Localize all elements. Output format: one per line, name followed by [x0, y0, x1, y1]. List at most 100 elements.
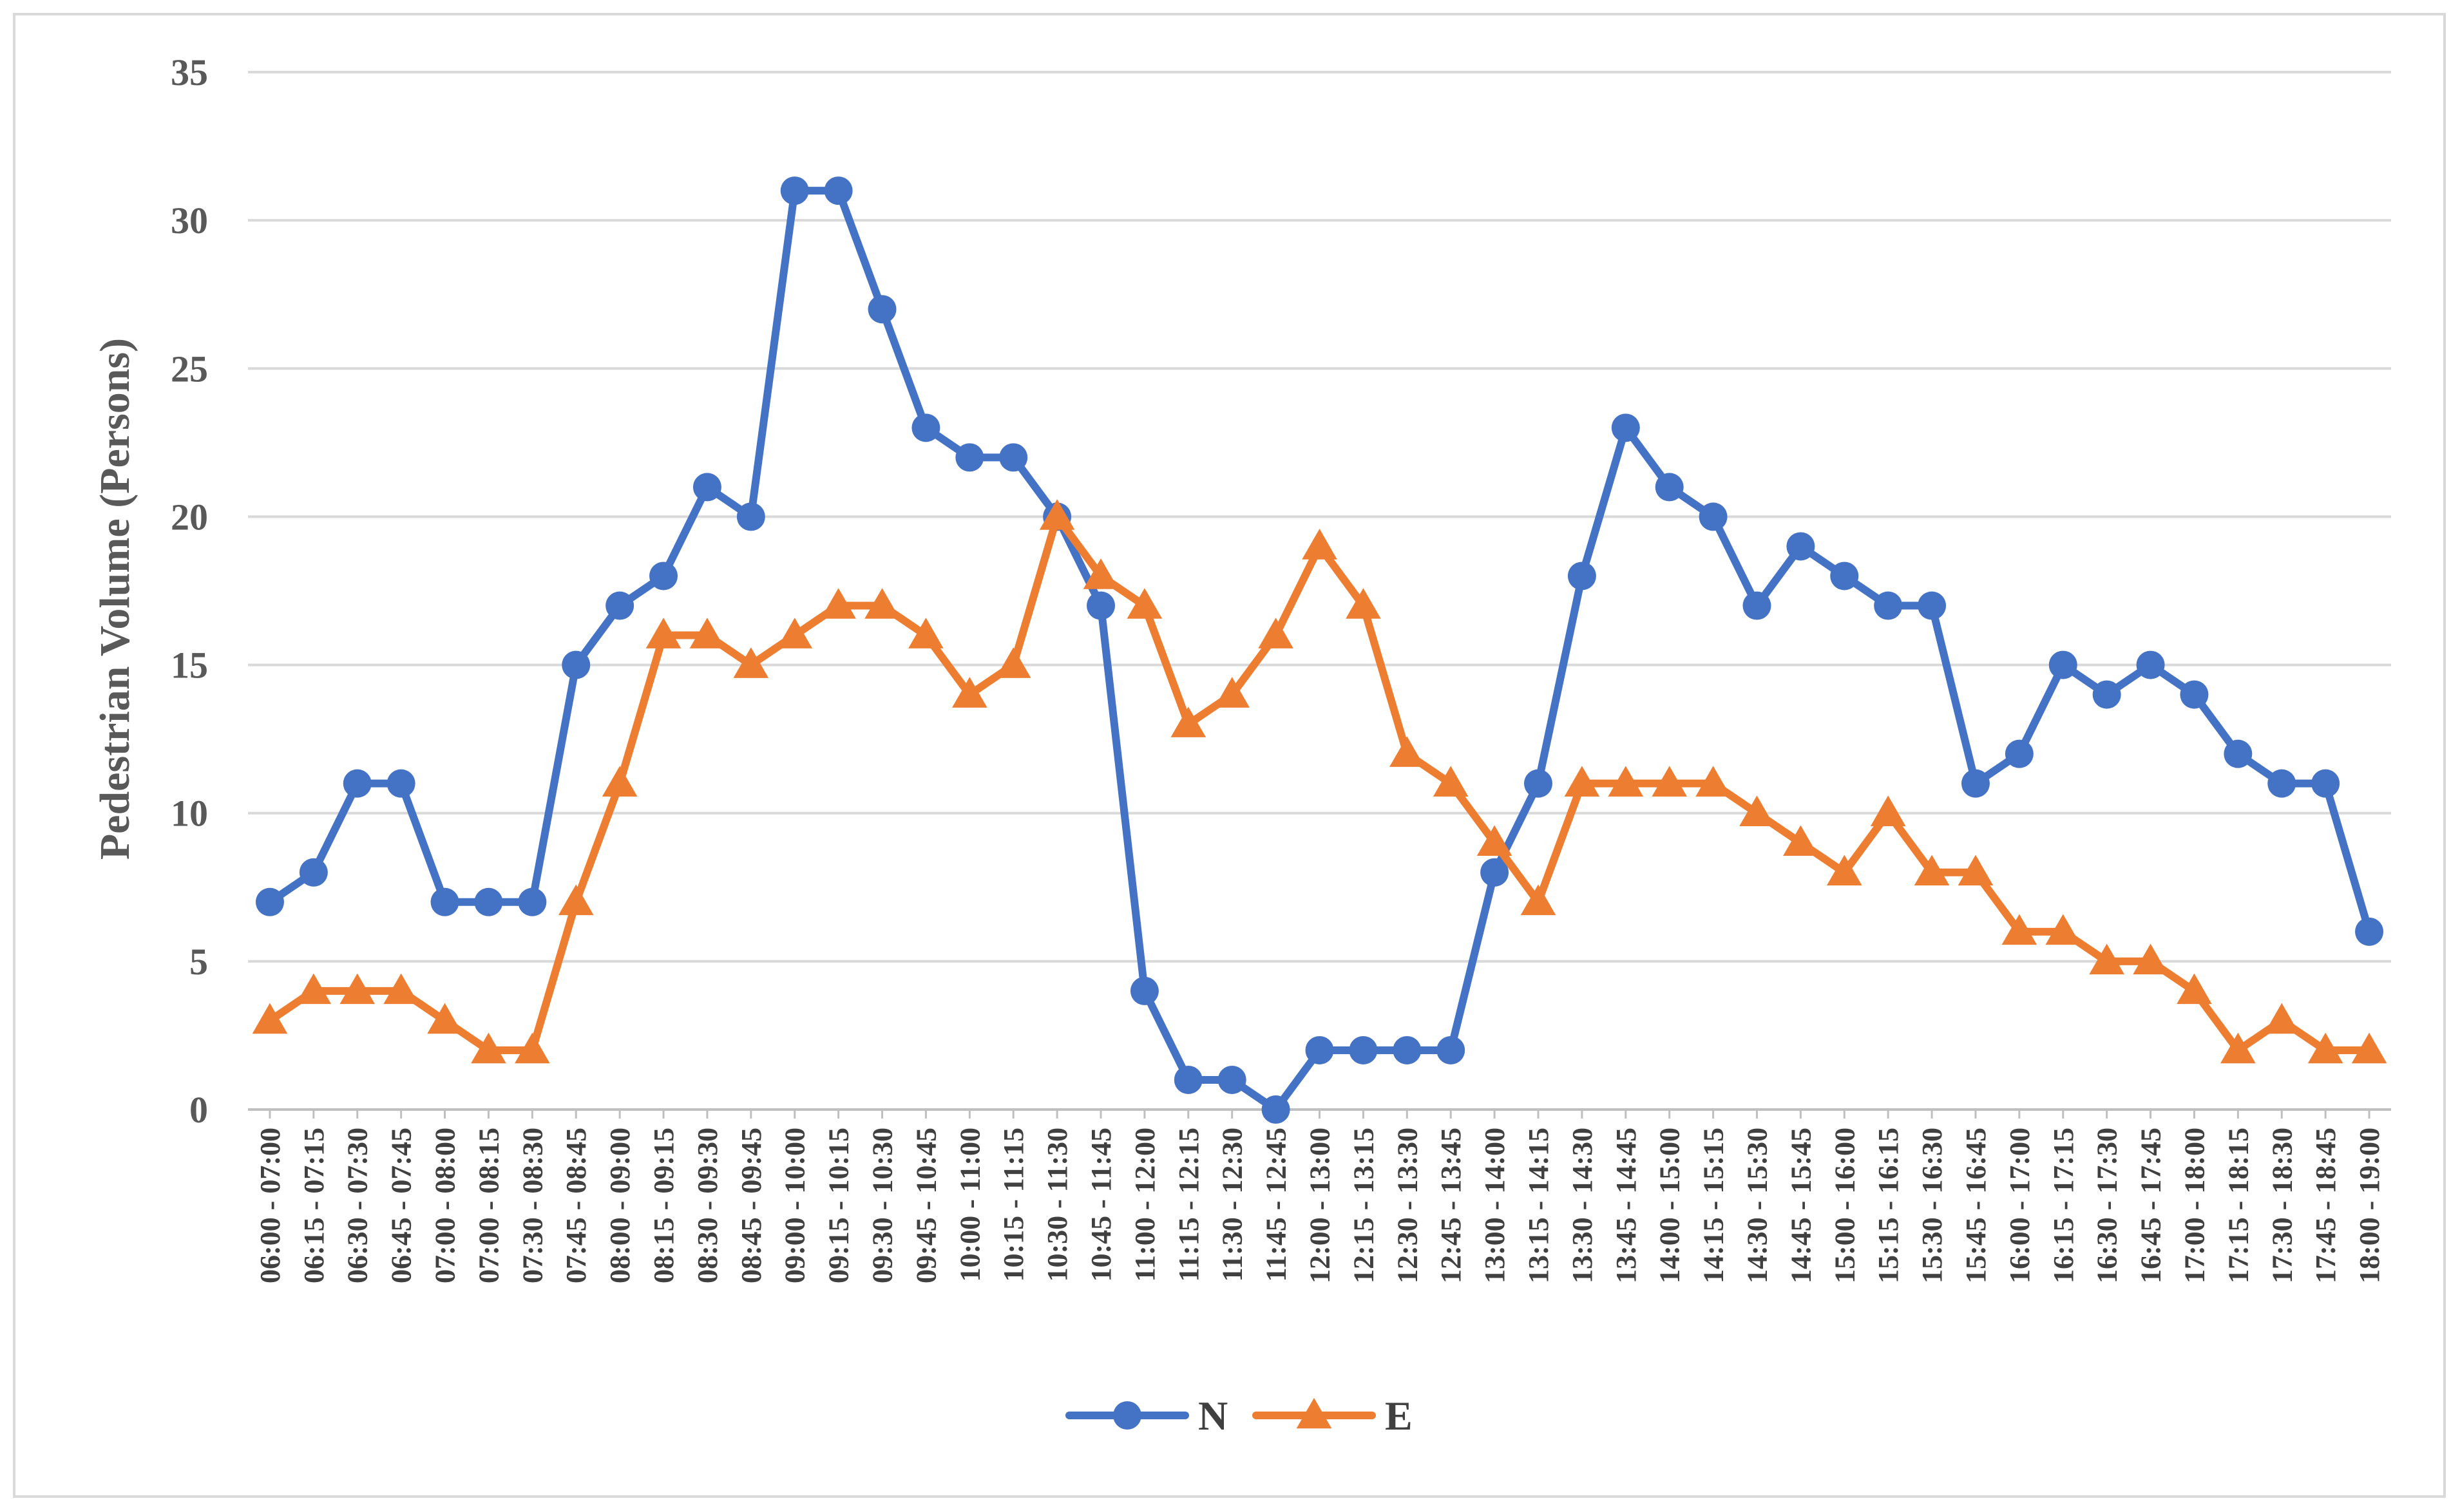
data-point-n [2136, 650, 2165, 679]
x-tick-label: 12:45 - 13:45 [1435, 1128, 1467, 1283]
data-point-n [1480, 858, 1509, 887]
x-tick-label: 09:45 - 10:45 [910, 1128, 942, 1283]
data-point-e [2001, 914, 2037, 945]
x-tick-label: 09:00 - 10:00 [779, 1128, 811, 1283]
data-point-n [1305, 1035, 1334, 1064]
data-point-n [518, 887, 547, 916]
data-point-e [515, 1032, 550, 1064]
data-point-e [1564, 766, 1600, 797]
data-point-n [343, 769, 372, 798]
data-point-n [692, 473, 721, 502]
y-tick-label: 35 [171, 52, 208, 93]
data-point-n [430, 887, 459, 916]
x-tick-label: 16:15 - 17:15 [2048, 1128, 2079, 1283]
y-tick-label: 0 [189, 1089, 208, 1131]
legend-swatch-marker [1296, 1397, 1332, 1429]
data-point-e [296, 973, 332, 1005]
data-point-e [1695, 766, 1731, 797]
x-tick-label: 09:30 - 10:30 [867, 1128, 899, 1283]
x-tick-label: 15:00 - 16:00 [1829, 1128, 1860, 1283]
x-tick-label: 06:30 - 07:30 [342, 1128, 374, 1283]
data-point-e [1346, 588, 1381, 619]
data-point-n [1130, 976, 1159, 1005]
data-point-n [2311, 769, 2340, 798]
x-tick-label: 10:45 - 11:45 [1085, 1128, 1117, 1282]
x-tick-label: 06:15 - 07:15 [298, 1128, 330, 1283]
legend-item-e: E [1252, 1393, 1413, 1439]
x-tick-label: 13:00 - 14:00 [1479, 1128, 1511, 1283]
data-point-n [1523, 769, 1552, 798]
series-n [255, 176, 2384, 1124]
data-point-n [1436, 1035, 1465, 1064]
data-point-e [1739, 795, 1775, 826]
x-tick-label: 06:45 - 07:45 [386, 1128, 417, 1283]
legend-swatch-marker [1113, 1401, 1141, 1430]
data-point-n [299, 858, 328, 887]
series-lines [252, 176, 2387, 1124]
data-point-e [1127, 588, 1163, 619]
data-point-n [1918, 591, 1947, 620]
data-point-n [649, 562, 678, 591]
data-point-n [2355, 917, 2384, 946]
legend-label: N [1198, 1393, 1228, 1439]
x-tick-label: 12:00 - 13:00 [1304, 1128, 1336, 1283]
data-point-e [602, 766, 638, 797]
data-point-e [2220, 1032, 2256, 1064]
data-point-e [864, 588, 900, 619]
data-point-n [2180, 680, 2209, 709]
y-tick-label: 30 [171, 200, 208, 241]
y-tick-label: 25 [171, 348, 208, 390]
x-tick-label: 13:45 - 14:45 [1610, 1128, 1642, 1283]
data-point-n [2267, 769, 2296, 798]
data-point-e [1826, 855, 1862, 886]
data-point-e [733, 647, 769, 678]
x-tick-label: 09:15 - 10:15 [823, 1128, 855, 1283]
y-tick-label: 15 [171, 645, 208, 686]
data-point-n [1611, 413, 1640, 442]
legend-label: E [1385, 1393, 1413, 1439]
data-point-e [339, 973, 376, 1005]
data-point-e [1783, 825, 1818, 856]
data-point-e [2351, 1032, 2387, 1064]
x-tick-label: 11:15 - 12:15 [1173, 1128, 1205, 1282]
data-point-e [1214, 677, 1250, 708]
data-point-n [999, 443, 1028, 472]
data-point-e [1520, 884, 1556, 916]
x-tick-label: 13:30 - 14:30 [1567, 1128, 1598, 1283]
x-tick-label: 16:45 - 17:45 [2135, 1128, 2167, 1283]
data-point-e [645, 618, 682, 648]
data-point-e [1258, 618, 1293, 648]
x-tick-label: 08:00 - 09:00 [604, 1128, 636, 1283]
chart-frame [13, 13, 2446, 1498]
x-tick-label: 14:30 - 15:30 [1741, 1128, 1773, 1283]
x-tick-label: 16:00 - 17:00 [2004, 1128, 2036, 1283]
data-point-e [427, 1003, 462, 1034]
data-point-e [2089, 943, 2124, 975]
y-tick-label: 10 [171, 793, 208, 835]
x-tick-label: 15:45 - 16:45 [1960, 1128, 1992, 1283]
x-tick-label: 16:30 - 17:30 [2092, 1128, 2123, 1283]
data-point-e [821, 588, 856, 619]
data-point-e [995, 647, 1031, 678]
data-point-n [1699, 502, 1728, 531]
x-tick-label: 11:00 - 12:00 [1129, 1128, 1161, 1282]
data-point-e [383, 973, 419, 1005]
data-point-n [1786, 532, 1815, 561]
data-point-e [471, 1032, 506, 1064]
x-tick-label: 11:30 - 12:30 [1217, 1128, 1248, 1282]
data-point-e [2045, 914, 2081, 945]
data-point-e [1389, 736, 1425, 767]
x-tick-label: 10:00 - 11:00 [954, 1128, 986, 1282]
data-point-n [1174, 1065, 1203, 1094]
legend-item-n: N [1065, 1393, 1228, 1439]
data-point-n [1961, 769, 1990, 798]
x-tick-label: 07:00 - 08:00 [430, 1128, 461, 1283]
data-point-n [1567, 562, 1596, 591]
data-point-e [252, 1003, 288, 1034]
data-point-e [2133, 943, 2168, 975]
data-point-e [1914, 855, 1950, 886]
data-point-n [1830, 562, 1859, 591]
x-tick-label: 07:30 - 08:30 [517, 1128, 548, 1283]
x-tick-label: 18:00 - 19:00 [2354, 1128, 2385, 1283]
